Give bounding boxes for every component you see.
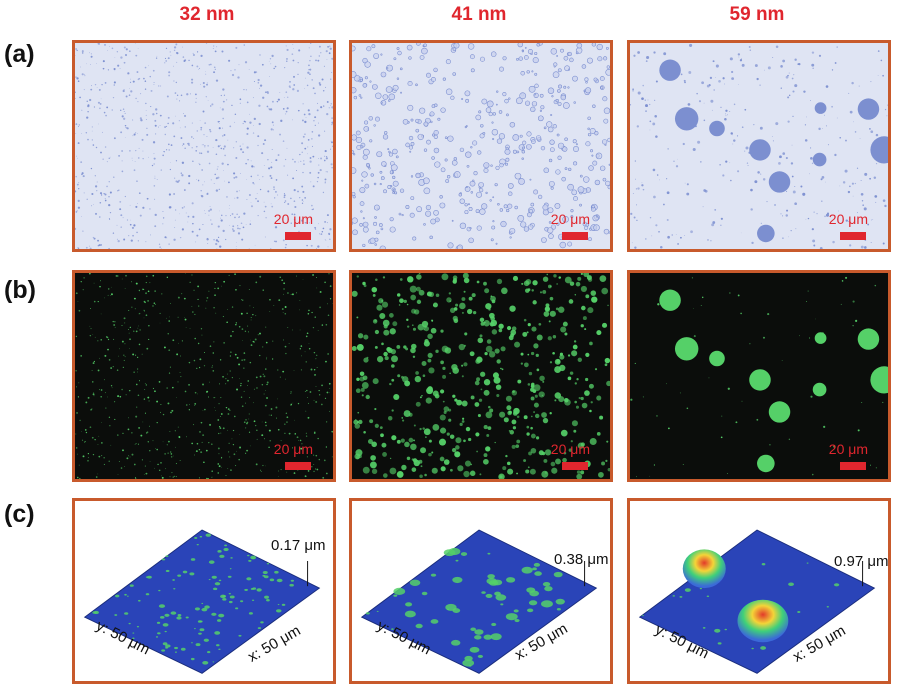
panel-c-32nm: 0.17 μm y: 50 μm x: 50 μm: [72, 498, 336, 684]
afm-surface-59nm: [638, 529, 876, 674]
scale-bar: [562, 232, 588, 240]
scale-bar-label: 20 μm: [550, 211, 590, 227]
row-label-b: (b): [4, 276, 36, 304]
afm-surface-41nm: [360, 529, 598, 674]
scale-bar-label: 20 μm: [550, 441, 590, 457]
panel-c-59nm: 0.97 μm y: 50 μm x: 50 μm: [627, 498, 891, 684]
panel-a-59nm: 20 μm: [627, 40, 891, 252]
scale-bar: [840, 462, 866, 470]
row-label-a: (a): [4, 40, 35, 68]
fluorescence-image-41nm: [352, 273, 610, 479]
scale-bar-label: 20 μm: [273, 211, 313, 227]
column-header-32nm: 32 nm: [179, 4, 235, 25]
row-label-c: (c): [4, 500, 35, 528]
fluorescence-image-32nm: [75, 273, 333, 479]
scale-bar-label: 20 μm: [828, 441, 868, 457]
panel-b-41nm: 20 μm: [349, 270, 613, 482]
optical-image-32nm: [75, 43, 333, 249]
height-scale-label: 0.38 μm: [554, 551, 609, 568]
scale-bar-label: 20 μm: [273, 441, 313, 457]
panel-a-32nm: 20 μm: [72, 40, 336, 252]
column-header-41nm: 41 nm: [451, 4, 507, 25]
afm-surface-32nm: [83, 529, 321, 674]
scale-bar-label: 20 μm: [828, 211, 868, 227]
panel-a-41nm: 20 μm: [349, 40, 613, 252]
scale-bar: [840, 232, 866, 240]
scale-bar: [285, 232, 311, 240]
fluorescence-image-59nm: [630, 273, 888, 479]
panel-b-32nm: 20 μm: [72, 270, 336, 482]
height-scale-label: 0.17 μm: [271, 537, 326, 554]
height-scale-label: 0.97 μm: [834, 553, 889, 570]
panel-c-41nm: 0.38 μm y: 50 μm x: 50 μm: [349, 498, 613, 684]
scale-bar: [562, 462, 588, 470]
column-header-59nm: 59 nm: [729, 4, 785, 25]
optical-image-59nm: [630, 43, 888, 249]
optical-image-41nm: [352, 43, 610, 249]
panel-b-59nm: 20 μm: [627, 270, 891, 482]
scale-bar: [285, 462, 311, 470]
